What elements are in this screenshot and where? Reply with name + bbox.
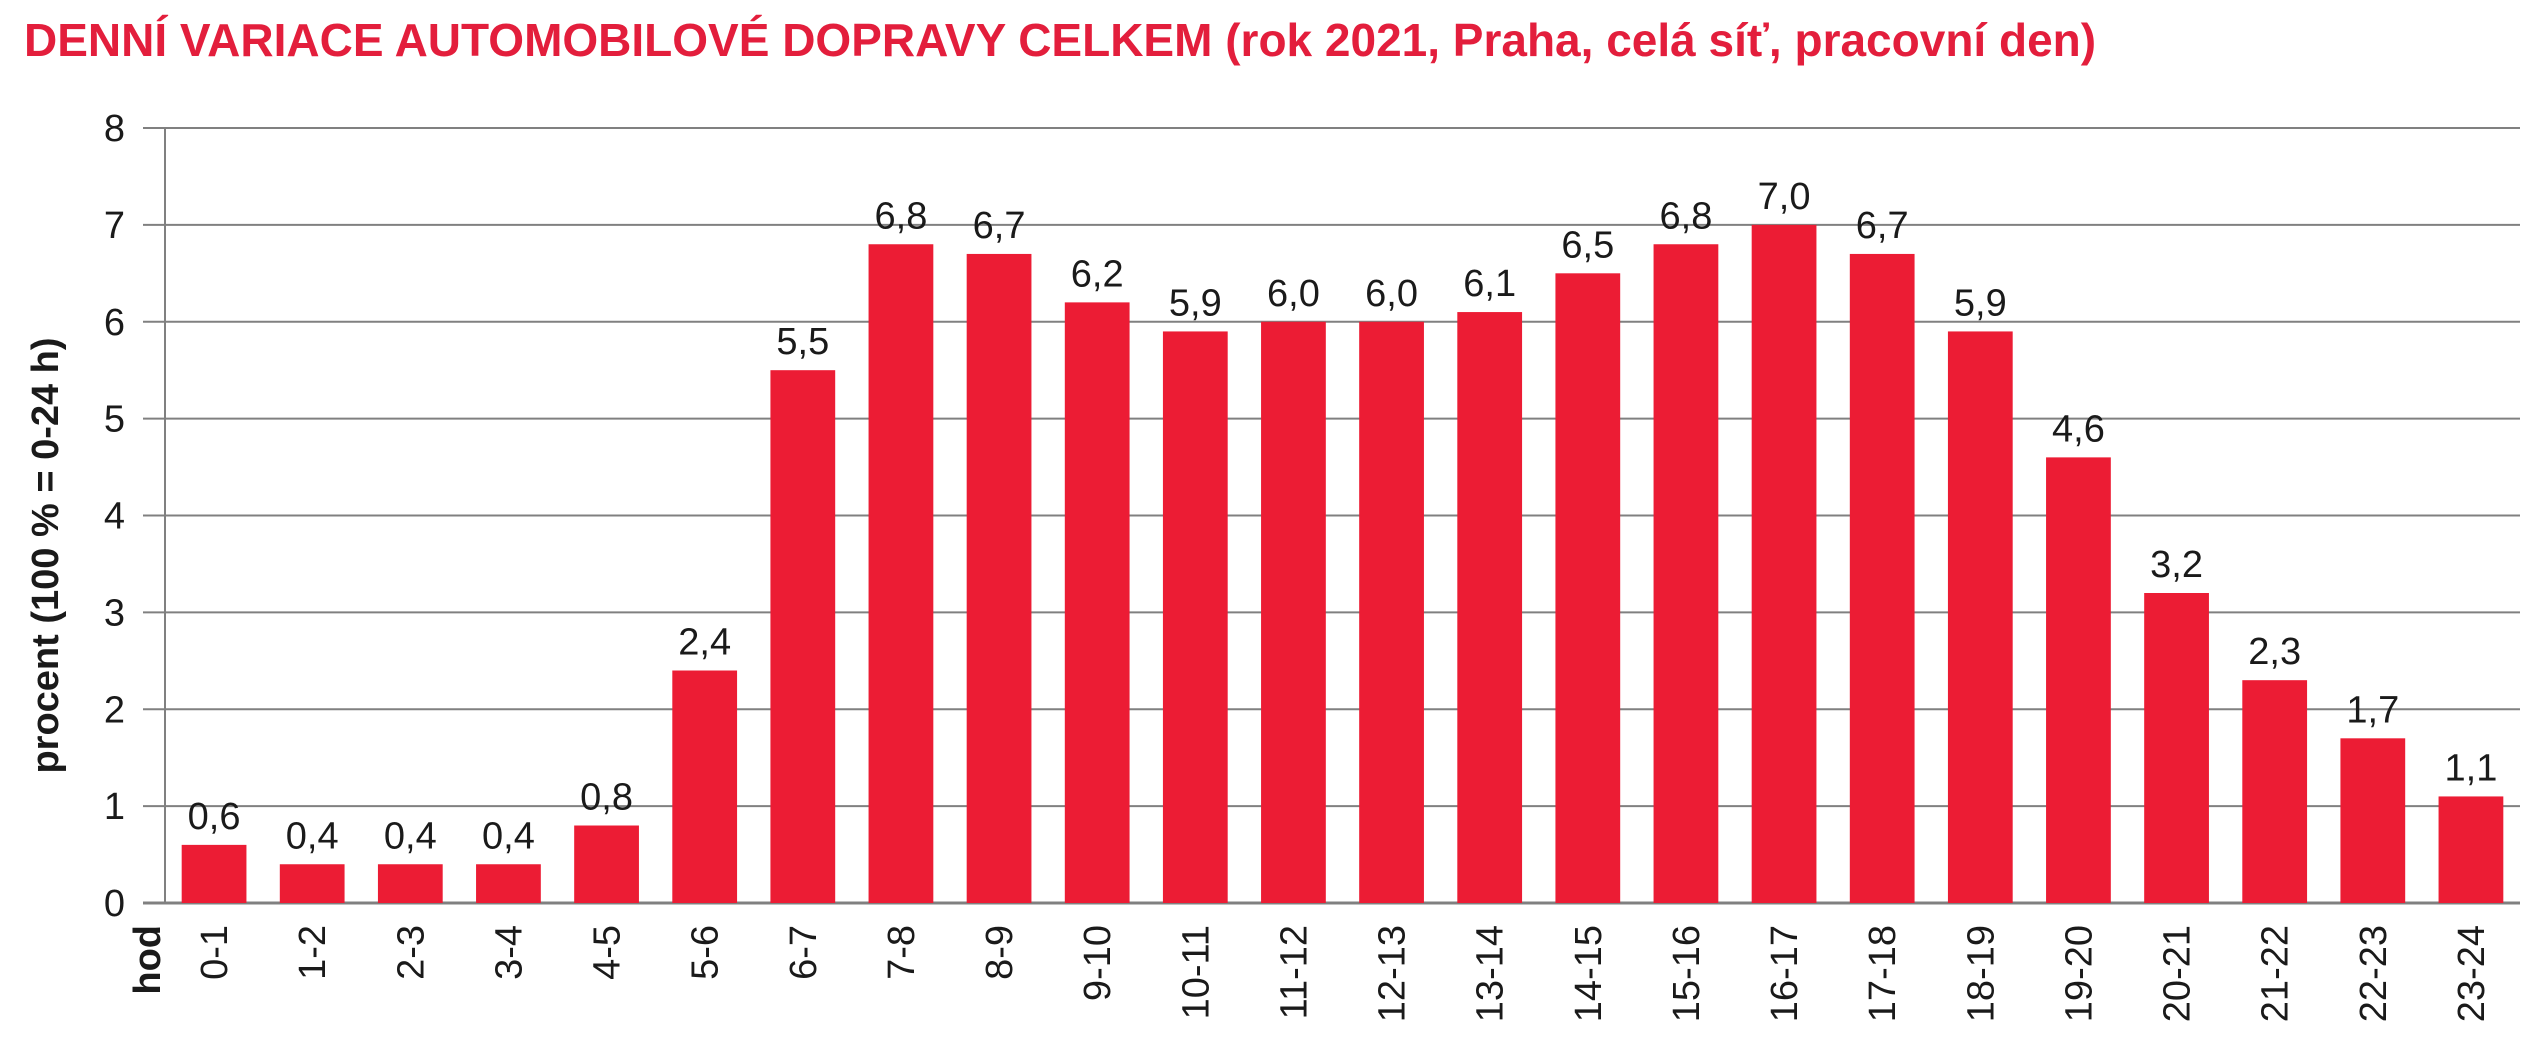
x-tick-label: 0-1: [194, 925, 236, 980]
data-label: 3,2: [2150, 544, 2203, 586]
x-tick-label: 22-23: [2353, 925, 2395, 1022]
bar: [1359, 321, 1424, 903]
bar: [1849, 253, 1915, 903]
data-label: 5,9: [1169, 282, 1222, 324]
data-labels: 0,6 0,4 0,4 0,4 0,8 2,4 5,5 6,8 6,7 6,2 5,9 6,0 6,0 6…: [188, 176, 2498, 857]
data-label: 6,8: [875, 195, 928, 237]
x-axis-ticks: 0-1 1-2 2-3 3-4 4-5 5-6 6-7 7-8 8-9 9-10 10-11 11-1…: [194, 925, 2493, 1022]
x-tick-label: 5-6: [685, 925, 727, 980]
y-tick-label: 7: [104, 205, 125, 247]
y-tick-label: 5: [104, 399, 125, 441]
data-label: 6,1: [1463, 263, 1516, 305]
data-label: 6,2: [1071, 253, 1124, 295]
chart-title-main: DENNÍ VARIACE AUTOMOBILOVÉ DOPRAVY CELKE…: [24, 14, 1213, 66]
data-label: 1,7: [2346, 689, 2399, 731]
y-tick-label: 1: [104, 786, 125, 828]
x-tick-label: 12-13: [1372, 925, 1414, 1022]
x-tick-label: 20-21: [2157, 925, 2199, 1022]
chart-subtitle: (rok 2021, Praha, celá síť, pracovní den…: [1225, 14, 2097, 66]
data-label: 0,6: [188, 796, 241, 838]
x-tick-label: 16-17: [1764, 925, 1806, 1022]
data-label: 6,0: [1267, 273, 1320, 315]
y-axis-title: procent (100 % = 0-24 h): [25, 337, 67, 773]
bar: [574, 825, 639, 903]
bar: [1751, 224, 1817, 903]
x-tick-label: 21-22: [2255, 925, 2297, 1022]
data-label: 2,3: [2248, 631, 2301, 673]
data-label: 4,6: [2052, 408, 2105, 450]
x-tick-label: 10-11: [1175, 925, 1217, 1019]
data-label: 6,0: [1365, 273, 1418, 315]
data-label: 5,9: [1954, 282, 2007, 324]
bar: [2438, 796, 2504, 903]
bar: [1064, 302, 1130, 903]
y-axis-ticks: 0 1 2 3 4 5 6 7 8: [104, 108, 125, 925]
x-tick-label: 17-18: [1862, 925, 1904, 1022]
x-tick-label: 6-7: [783, 925, 825, 980]
bar: [377, 864, 443, 903]
bar: [770, 370, 836, 903]
data-label: 0,4: [286, 815, 339, 857]
y-tick-label: 4: [104, 496, 125, 538]
x-tick-label: 13-14: [1470, 925, 1512, 1022]
x-tick-label: 1-2: [292, 925, 334, 980]
y-tick-label: 0: [104, 883, 125, 925]
data-label: 1,1: [2445, 747, 2498, 789]
bar: [1162, 331, 1228, 903]
bar: [1261, 321, 1326, 903]
data-label: 6,5: [1561, 224, 1614, 266]
bar: [966, 253, 1032, 903]
gridlines: [143, 127, 2520, 905]
data-label: 5,5: [776, 321, 829, 363]
data-label: 7,0: [1758, 176, 1811, 218]
x-tick-label: 23-24: [2451, 925, 2493, 1022]
data-label: 0,4: [384, 815, 437, 857]
data-label: 2,4: [678, 622, 731, 664]
x-tick-label: 3-4: [488, 925, 530, 980]
x-tick-label: 2-3: [390, 925, 432, 980]
x-tick-label: 8-9: [979, 925, 1021, 980]
bar: [672, 670, 738, 903]
x-tick-label: 9-10: [1077, 925, 1119, 1001]
bars: [181, 224, 2504, 903]
bar: [2242, 680, 2308, 903]
y-tick-label: 2: [104, 689, 125, 731]
bar: [2144, 593, 2209, 903]
bar: [868, 244, 934, 903]
data-label: 0,4: [482, 815, 535, 857]
x-tick-label: 18-19: [1960, 925, 2002, 1022]
data-label: 0,8: [580, 777, 633, 819]
bar: [1653, 244, 1719, 903]
bar: [1555, 273, 1621, 903]
data-label: 6,7: [973, 205, 1026, 247]
x-tick-label: 11-12: [1273, 925, 1315, 1019]
chart-title: DENNÍ VARIACE AUTOMOBILOVÉ DOPRAVY CELKE…: [24, 10, 2096, 70]
bar: [1457, 312, 1523, 903]
bar: [181, 844, 247, 903]
bar: [476, 864, 541, 903]
y-tick-label: 6: [104, 302, 125, 344]
x-tick-label: 7-8: [881, 925, 923, 980]
x-tick-label: 4-5: [587, 925, 629, 980]
y-tick-label: 8: [104, 108, 125, 150]
x-tick-label: 14-15: [1568, 925, 1610, 1022]
data-label: 6,7: [1856, 205, 1909, 247]
bar: [2340, 738, 2406, 903]
x-axis-title: hod: [127, 925, 169, 995]
y-tick-label: 3: [104, 592, 125, 634]
x-tick-label: 19-20: [2058, 925, 2100, 1022]
bar: [279, 864, 345, 903]
data-label: 6,8: [1660, 195, 1713, 237]
bar: [1947, 331, 2013, 903]
bar: [2046, 457, 2111, 903]
x-tick-label: 15-16: [1666, 925, 1708, 1022]
